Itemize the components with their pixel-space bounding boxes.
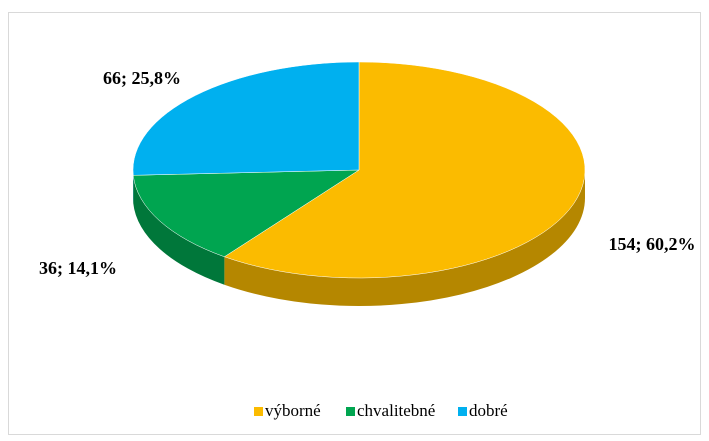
legend-label: chvalitebné [357,401,435,420]
data-label: 36; 14,1% [39,258,117,278]
pie-tops [132,61,586,279]
slice-side [133,175,225,285]
legend-label: výborné [265,401,321,420]
legend-swatch [346,407,355,416]
legend-swatch [458,407,467,416]
data-label: 154; 60,2% [609,234,696,254]
legend-swatch [254,407,263,416]
pie-slice [223,61,586,279]
pie-slice [132,169,360,258]
legend-label: dobré [469,401,508,420]
pie-sides [133,170,586,306]
slice-side [224,170,586,306]
pie-slice [132,61,360,176]
data-label: 66; 25,8% [103,68,181,88]
